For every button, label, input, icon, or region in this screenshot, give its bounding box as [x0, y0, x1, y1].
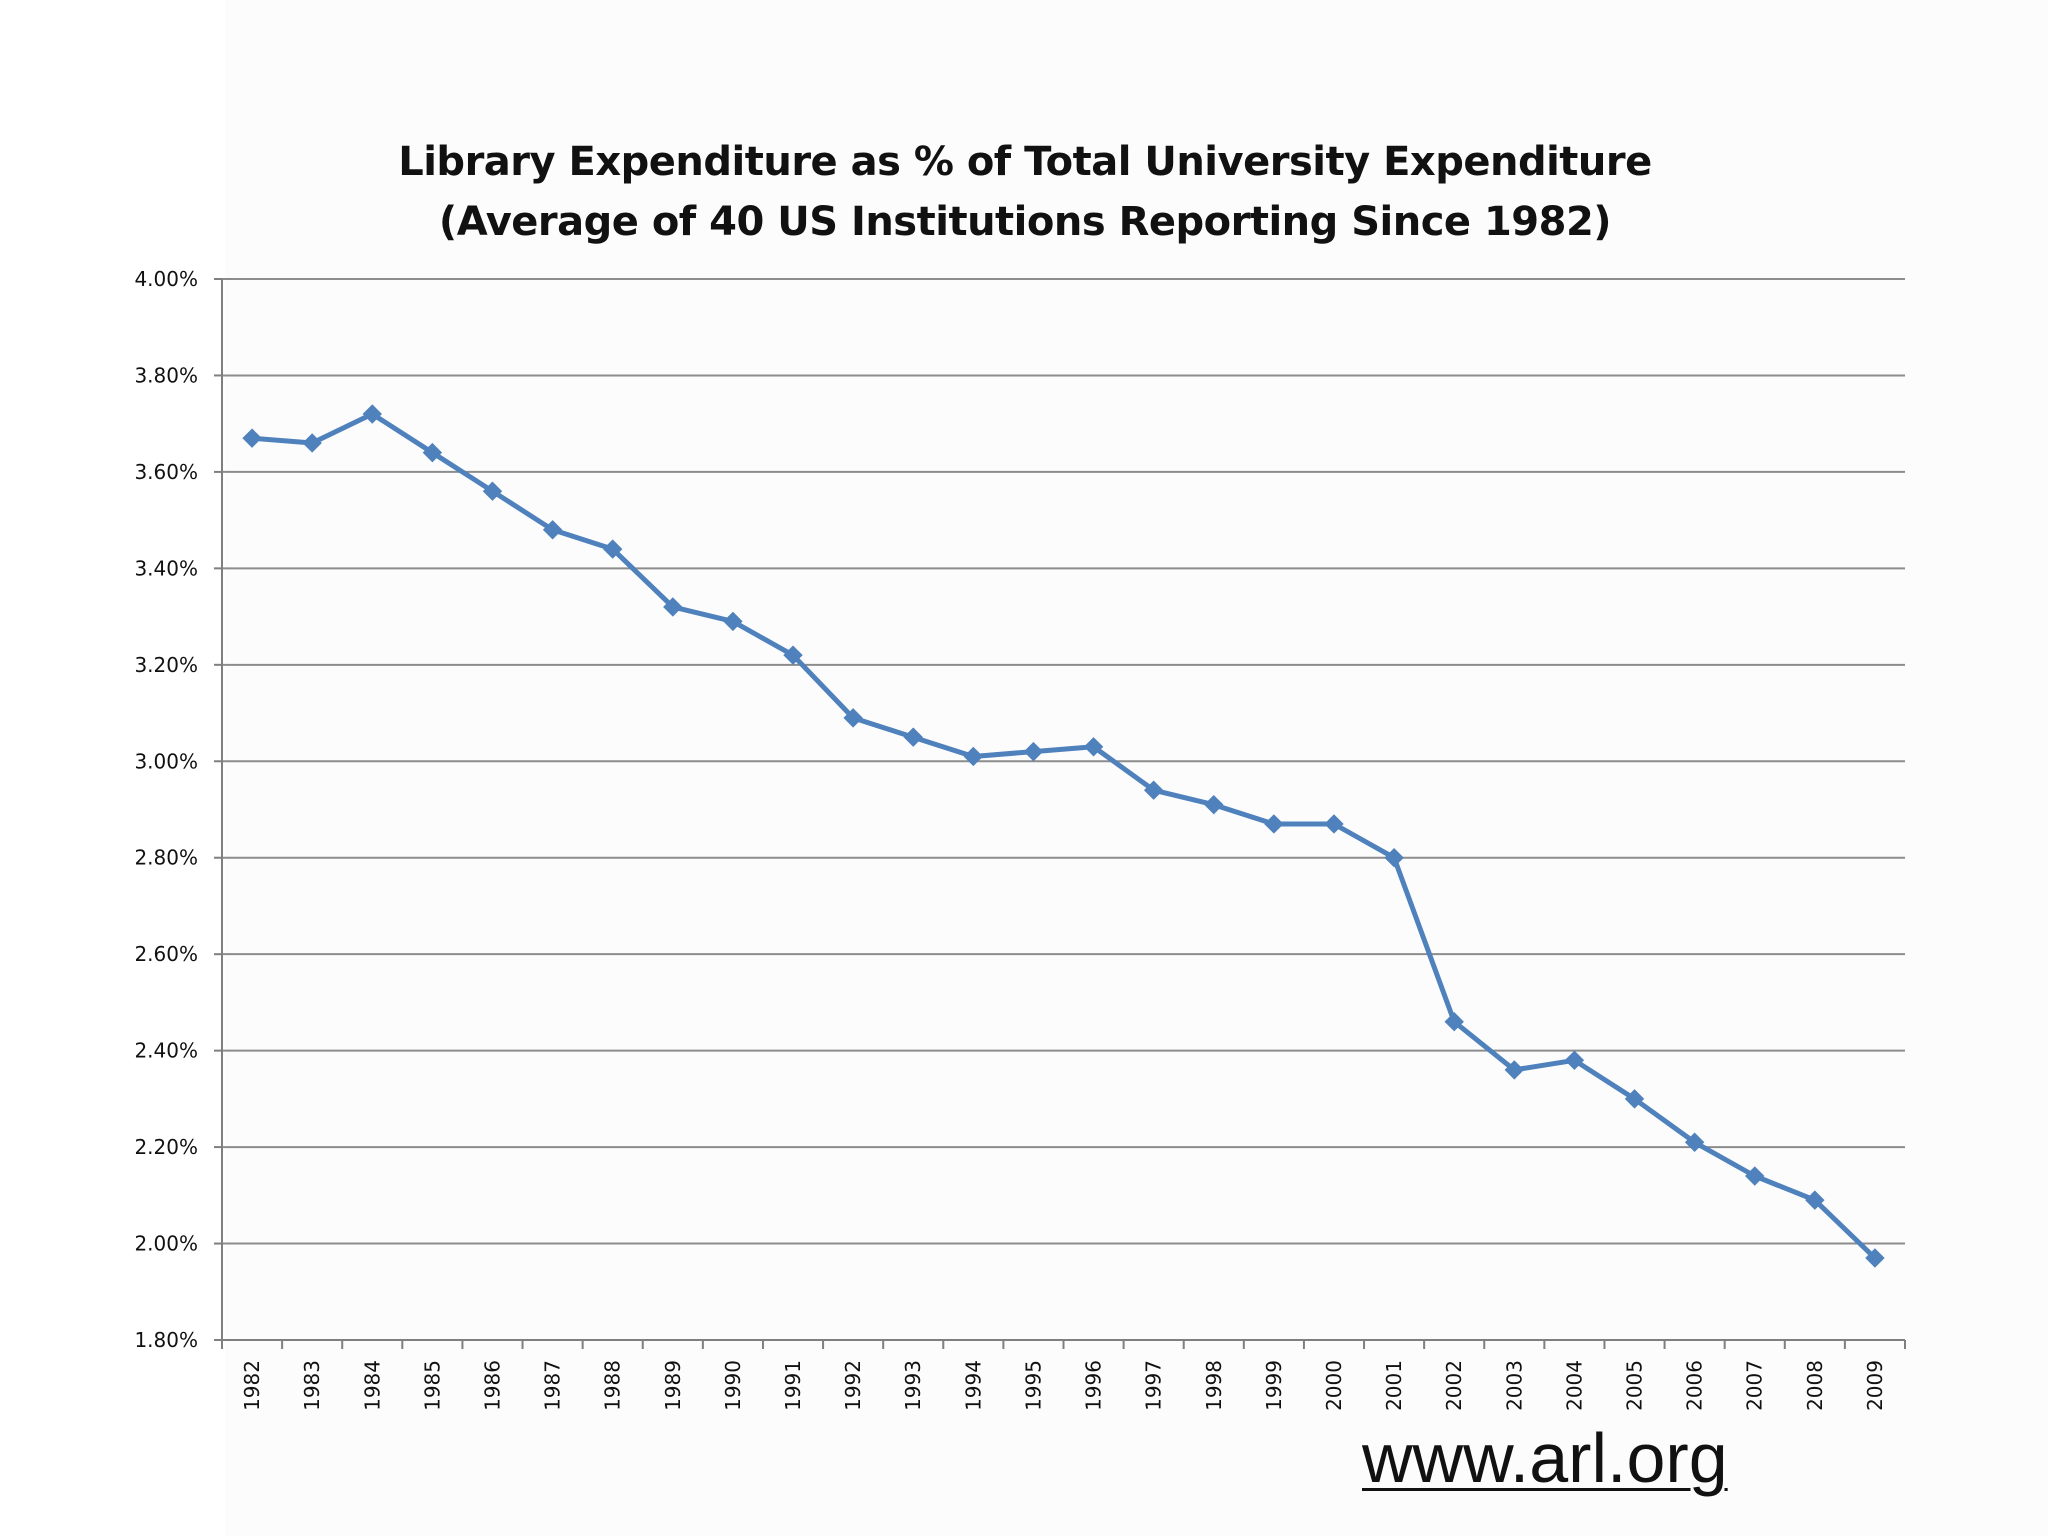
y-tick-label: 2.80% [134, 846, 198, 870]
data-point-marker [723, 611, 743, 632]
x-tick-label: 2000 [1322, 1360, 1346, 1411]
data-point-marker [783, 645, 803, 665]
x-tick-label: 1983 [300, 1360, 324, 1411]
y-tick-label: 2.40% [134, 1039, 198, 1063]
x-tick-label: 2005 [1623, 1360, 1647, 1411]
data-point-marker [1745, 1166, 1765, 1186]
x-tick-label: 1996 [1082, 1360, 1106, 1411]
data-point-marker [963, 746, 984, 767]
data-point-marker [1324, 814, 1344, 834]
data-point-marker [362, 404, 382, 424]
x-tick-label: 2006 [1683, 1360, 1707, 1411]
x-tick-label: 1995 [1021, 1360, 1045, 1411]
series-line [249, 411, 1878, 1261]
data-point-marker [1504, 1060, 1525, 1080]
chart-subtitle: (Average of 40 US Institutions Reporting… [438, 199, 1612, 245]
data-point-marker [542, 520, 563, 540]
y-tick-label: 4.00% [134, 267, 198, 291]
x-tick-label: 2007 [1743, 1360, 1767, 1411]
data-point-marker [1624, 1089, 1645, 1109]
data-point-marker [1444, 1011, 1464, 1032]
data-point-marker [422, 442, 443, 463]
x-tick-label: 1985 [420, 1360, 444, 1411]
x-tick-label: 2001 [1382, 1360, 1406, 1411]
x-tick-label: 1994 [961, 1360, 985, 1411]
x-tick-label: 1988 [601, 1360, 625, 1411]
data-point-marker [843, 708, 863, 728]
data-point-marker [1805, 1190, 1825, 1210]
y-tick-label: 2.60% [134, 942, 198, 966]
x-tick-label: 2002 [1442, 1360, 1466, 1411]
data-point-marker [1384, 848, 1404, 868]
y-tick-label: 1.80% [134, 1328, 198, 1352]
chart-panel [225, 0, 2048, 1536]
y-tick-label: 3.80% [134, 363, 198, 387]
y-tick-label: 3.20% [134, 653, 198, 677]
data-point-marker [903, 727, 923, 747]
x-tick-label: 1990 [721, 1360, 745, 1411]
data-point-marker [1204, 794, 1224, 815]
x-tick-label: 2004 [1562, 1360, 1586, 1411]
x-tick-label: 1984 [360, 1360, 384, 1411]
data-point-marker [602, 539, 623, 559]
x-tick-label: 1993 [901, 1360, 925, 1411]
data-point-marker [482, 481, 503, 501]
x-tick-label: 1991 [781, 1360, 805, 1411]
source-link[interactable]: www.arl.org [1362, 1419, 1728, 1497]
y-tick-label: 2.00% [134, 1232, 198, 1256]
x-tick-label: 1989 [661, 1360, 685, 1411]
data-point-marker [1083, 737, 1104, 757]
x-tick-label: 1987 [541, 1360, 565, 1411]
x-tick-label: 1982 [240, 1360, 264, 1411]
y-tick-label: 3.60% [134, 460, 198, 484]
data-point-marker [242, 428, 262, 448]
x-tick-label: 1999 [1262, 1360, 1286, 1411]
x-tick-label: 2003 [1502, 1360, 1526, 1411]
x-tick-label: 1986 [480, 1360, 504, 1411]
data-point-marker [1684, 1132, 1705, 1152]
x-tick-label: 1998 [1202, 1360, 1226, 1411]
x-tick-label: 2009 [1863, 1360, 1887, 1411]
x-tick-label: 1997 [1142, 1360, 1166, 1411]
data-point-marker [1264, 814, 1284, 834]
chart-title-line1: Library Expenditure as % of Total Univer… [398, 139, 1652, 185]
data-point-marker [1143, 780, 1164, 800]
x-tick-label: 2008 [1803, 1360, 1827, 1411]
data-point-marker [663, 597, 683, 617]
chart-title: Library Expenditure as % of Total Univer… [225, 132, 1825, 252]
data-point-marker [1564, 1050, 1585, 1070]
y-tick-label: 2.20% [134, 1135, 198, 1159]
data-point-marker [1023, 741, 1044, 762]
data-point-marker [1865, 1248, 1885, 1268]
y-tick-label: 3.40% [134, 556, 198, 580]
y-tick-label: 3.00% [134, 749, 198, 773]
x-tick-label: 1992 [841, 1360, 865, 1411]
data-point-marker [302, 433, 322, 453]
